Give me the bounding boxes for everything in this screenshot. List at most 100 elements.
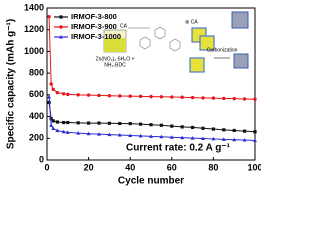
point <box>128 122 132 126</box>
chart: Cycle number Specific capacity (mAh g⁻¹)… <box>6 2 261 187</box>
point <box>170 124 174 128</box>
point <box>159 134 164 139</box>
plot-frame <box>46 7 256 161</box>
point <box>49 123 54 127</box>
point <box>117 133 122 137</box>
point <box>86 93 91 97</box>
point <box>49 82 53 86</box>
point <box>118 94 122 98</box>
point <box>222 128 226 132</box>
legend-label: IRMOF-3-900 <box>71 22 117 31</box>
point <box>59 25 63 29</box>
point <box>61 129 66 134</box>
point <box>211 136 216 141</box>
point <box>242 138 247 142</box>
legend-label: IRMOF-3-800 <box>71 12 117 21</box>
x-tick-label: 20 <box>84 162 94 172</box>
point <box>86 131 91 136</box>
x-tick-label: 80 <box>208 162 218 172</box>
point <box>107 121 111 125</box>
point <box>128 133 133 137</box>
point <box>243 129 247 133</box>
series-line <box>48 102 256 133</box>
point <box>128 94 132 98</box>
point <box>159 123 163 127</box>
point <box>47 95 52 99</box>
point <box>201 136 205 141</box>
point <box>201 126 205 130</box>
point <box>62 120 66 125</box>
point <box>159 95 164 99</box>
point <box>118 121 122 126</box>
point <box>51 126 56 131</box>
point <box>138 133 143 138</box>
point <box>149 94 153 99</box>
point <box>97 121 101 125</box>
point <box>107 132 112 137</box>
x-tick-label: 0 <box>44 162 49 172</box>
point <box>190 95 195 100</box>
point <box>65 130 70 134</box>
point <box>97 93 101 98</box>
x-tick-label: 100 <box>247 162 261 172</box>
x-tick-label: 60 <box>167 162 177 172</box>
point <box>87 121 91 125</box>
y-tick-label: 1400 <box>24 2 44 12</box>
point <box>253 97 257 101</box>
precursor: Zn(NO₃)₂·6H₂O + <box>96 56 135 62</box>
y-tick-label: 1200 <box>24 24 44 34</box>
point <box>211 96 216 100</box>
point <box>149 123 153 127</box>
point <box>201 96 205 100</box>
point <box>170 95 174 99</box>
point <box>190 136 195 140</box>
point <box>66 92 70 97</box>
mof-cube <box>199 35 215 51</box>
point <box>55 120 59 124</box>
solution <box>104 38 126 52</box>
point <box>55 90 60 95</box>
point <box>51 87 55 92</box>
point <box>191 125 195 130</box>
point <box>66 120 70 125</box>
point <box>180 95 184 99</box>
x-axis-label: Cycle number <box>118 176 184 187</box>
point <box>253 130 257 134</box>
mof-cube <box>189 57 205 73</box>
point <box>55 128 60 133</box>
linker: NH₂-BDC <box>104 62 126 68</box>
y-tick-label: 1000 <box>24 46 44 56</box>
ca-label: ⊕ CA <box>185 19 198 25</box>
carbon-cube <box>233 53 249 69</box>
point <box>138 94 143 99</box>
series-line <box>48 96 256 141</box>
y-tick-label: 800 <box>29 68 44 78</box>
molecule <box>139 26 181 52</box>
ca-label: CA <box>120 23 128 29</box>
point <box>180 125 184 129</box>
y-tick-label: 0 <box>39 154 44 164</box>
carbon-cube <box>231 11 249 29</box>
annotation: Current rate: 0.2 A g⁻¹ <box>126 143 231 154</box>
point <box>221 137 226 141</box>
point <box>149 134 153 138</box>
point <box>107 94 112 98</box>
y-axis-label: Specific capacity (mAh g⁻¹) <box>6 19 17 149</box>
x-tick-label: 40 <box>125 162 135 172</box>
point <box>59 35 63 39</box>
point <box>76 93 80 97</box>
point <box>211 127 215 131</box>
point <box>232 137 237 142</box>
step-label: Carbonization <box>207 47 238 53</box>
point <box>61 92 66 96</box>
point <box>232 96 236 101</box>
y-tick-label: 400 <box>29 111 44 121</box>
point <box>222 96 226 101</box>
point <box>242 97 247 101</box>
point <box>97 132 101 136</box>
inset-scheme: Zn(NO₃)₂·6H₂O + NH₂-BDC CA ⊕ CA Carboniz… <box>96 11 249 73</box>
point <box>253 138 257 142</box>
y-tick-label: 200 <box>29 133 44 143</box>
point <box>76 121 80 125</box>
point <box>47 14 51 19</box>
